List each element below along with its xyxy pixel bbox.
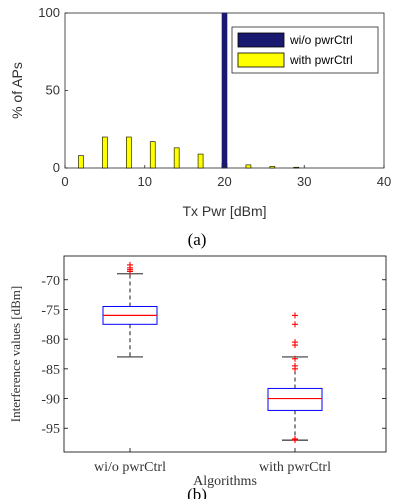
bar-with-pwrctrl [245,164,252,169]
chart-a: 0 10 20 30 40 0 50 100 Tx Pwr [dBm] % of APs w… [9,5,391,249]
x-tick-label: 10 [138,174,152,189]
y-tick-label: 100 [38,5,60,20]
chart-a-y-ticks: 0 50 100 [38,5,68,175]
chart-b-xlabel: Algorithms [193,474,257,489]
outlier-marker [292,342,298,349]
chart-b-ylabel: Interference values [dBm] [8,286,23,422]
outlier-marker [292,312,298,319]
bar-with-pwrctrl [293,166,300,169]
bar-wo-pwrctrl [221,12,228,169]
box-wo-pwrctrl [102,261,158,358]
y-tick-label: -75 [41,303,60,318]
chart-b: -70 -75 -80 -85 -90 -95 wi/o pwrCtrl with pwrC… [8,255,387,499]
chart-a-x-ticks: 0 10 20 30 40 [61,165,391,189]
legend-label-wo-pwrctrl: wi/o pwrCtrl [289,33,353,47]
y-tick-label: -95 [41,422,60,437]
chart-a-ylabel: % of APs [9,62,25,119]
x-tick-label: 40 [377,174,391,189]
y-tick-label: -90 [41,393,60,408]
y-tick-label: 0 [53,160,60,175]
legend-swatch-with-pwrctrl [237,52,285,68]
chart-b-plot-area [63,255,387,453]
chart-b-categories: wi/o pwrCtrl with pwrCtrl [94,448,331,475]
y-tick-label: -85 [41,363,60,378]
category-label: wi/o pwrCtrl [94,460,166,475]
legend-swatch-wo-pwrctrl [237,32,285,48]
bar-with-pwrctrl [102,136,108,169]
chart-b-boxes [102,261,323,444]
bar-with-pwrctrl [269,166,276,169]
outlier-marker [292,321,298,328]
box-with-pwrctrl [267,312,323,444]
bar-with-pwrctrl [149,141,156,169]
outlier-marker [127,268,133,275]
x-tick-label: 20 [217,174,231,189]
bar-with-pwrctrl [197,153,204,169]
legend-label-with-pwrctrl: with pwrCtrl [289,53,353,67]
x-tick-label: 30 [297,174,311,189]
bar-with-pwrctrl [173,147,180,169]
outlier-marker [292,365,298,372]
iqr-box [267,387,323,411]
bar-with-pwrctrl [126,136,132,169]
chart-a-xlabel: Tx Pwr [dBm] [182,203,266,219]
y-tick-label: 50 [46,83,60,98]
bar-with-pwrctrl [78,155,84,169]
outlier-marker [292,437,298,444]
panel-a-label: (a) [188,230,207,249]
y-tick-label: -80 [41,333,60,348]
chart-b-y-ticks: -70 -75 -80 -85 -90 -95 [41,274,386,437]
category-label: with pwrCtrl [259,460,331,475]
panel-b-label: (b) [187,485,207,499]
chart-a-legend: wi/o pwrCtrl with pwrCtrl [231,26,379,74]
y-tick-label: -70 [41,274,60,289]
chart-a-bars [78,12,300,169]
outlier-marker [292,355,298,362]
x-tick-label: 0 [61,174,68,189]
